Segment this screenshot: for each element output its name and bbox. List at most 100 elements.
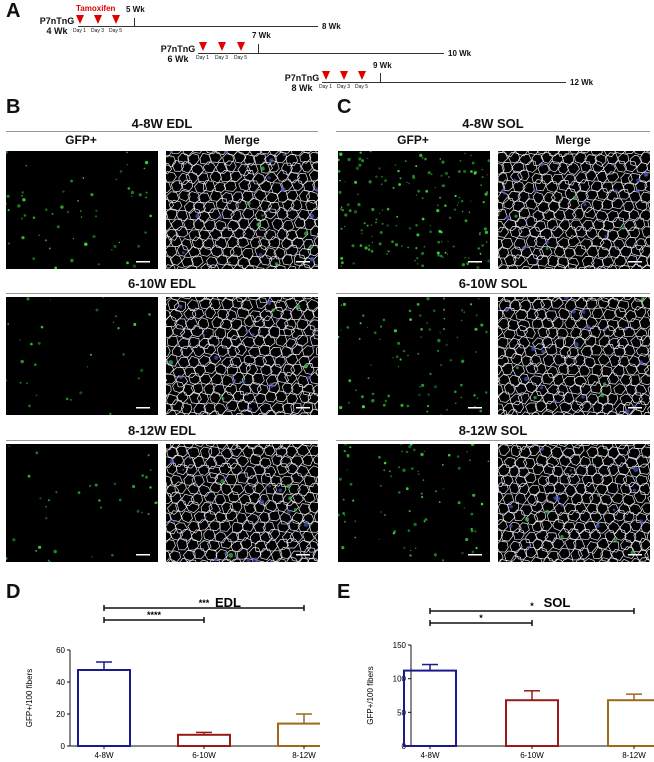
muscle-fiber bbox=[570, 308, 583, 322]
muscle-fiber bbox=[190, 255, 204, 268]
muscle-fiber bbox=[192, 344, 206, 358]
muscle-fiber bbox=[201, 327, 214, 340]
muscle-fiber bbox=[224, 160, 237, 173]
muscle-fiber bbox=[521, 559, 530, 562]
gfp-nucleus bbox=[381, 175, 383, 178]
nucleus bbox=[278, 488, 283, 493]
gfp-nucleus bbox=[77, 491, 81, 494]
divider bbox=[336, 131, 650, 132]
muscle-fiber bbox=[623, 297, 633, 300]
muscle-fiber bbox=[180, 328, 193, 340]
gfp-nucleus bbox=[370, 224, 373, 226]
muscle-fiber bbox=[166, 512, 172, 523]
muscle-fiber bbox=[174, 481, 187, 495]
significance-label: * bbox=[530, 601, 534, 611]
gfp-nucleus bbox=[388, 250, 390, 253]
gfp-nucleus bbox=[460, 396, 462, 399]
muscle-fiber bbox=[167, 502, 180, 515]
nucleus bbox=[303, 522, 309, 527]
muscle-fiber bbox=[215, 254, 229, 266]
micrograph-texture bbox=[6, 445, 158, 562]
muscle-fiber bbox=[200, 502, 213, 514]
gfp-nucleus bbox=[20, 217, 23, 220]
y-tick-label: 0 bbox=[61, 742, 66, 751]
muscle-fiber bbox=[550, 190, 563, 204]
muscle-fiber bbox=[533, 491, 548, 504]
muscle-fiber bbox=[585, 316, 598, 330]
nucleus bbox=[602, 382, 607, 386]
gfp-nucleus bbox=[126, 164, 128, 166]
gfp-nucleus bbox=[379, 338, 381, 340]
muscle-fiber bbox=[242, 392, 256, 404]
muscle-fiber bbox=[282, 531, 295, 544]
muscle-fiber bbox=[166, 345, 171, 358]
muscle-fiber bbox=[285, 244, 299, 257]
muscle-fiber bbox=[289, 307, 303, 320]
timeline-row-1-age: 4 Wk bbox=[46, 26, 68, 36]
muscle-fiber bbox=[291, 343, 303, 355]
muscle-fiber bbox=[286, 207, 299, 221]
gfp-nucleus bbox=[401, 450, 403, 453]
gfp-nucleus bbox=[132, 264, 136, 268]
gfp-nucleus bbox=[143, 167, 146, 170]
nucleus bbox=[270, 560, 273, 562]
muscle-fiber bbox=[515, 308, 529, 321]
gfp-nucleus bbox=[424, 518, 428, 521]
muscle-fiber bbox=[276, 169, 289, 182]
muscle-fiber bbox=[206, 151, 217, 155]
muscle-fiber bbox=[574, 244, 587, 257]
muscle-fiber bbox=[603, 325, 617, 337]
gfp-nucleus bbox=[453, 208, 457, 211]
nucleus bbox=[288, 520, 291, 523]
muscle-fiber bbox=[203, 297, 214, 301]
muscle-fiber bbox=[584, 481, 596, 495]
muscle-fiber bbox=[513, 343, 526, 356]
muscle-fiber bbox=[236, 306, 250, 319]
muscle-fiber bbox=[558, 196, 572, 210]
muscle-fiber bbox=[498, 346, 506, 359]
muscle-fiber bbox=[596, 265, 606, 269]
scale-bar bbox=[136, 261, 150, 263]
muscle-fiber bbox=[283, 325, 296, 337]
gfp-nucleus bbox=[479, 252, 482, 255]
muscle-fiber bbox=[258, 344, 271, 357]
muscle-fiber bbox=[515, 151, 528, 157]
muscle-fiber bbox=[281, 219, 295, 232]
muscle-fiber bbox=[633, 530, 647, 543]
gfp-nucleus bbox=[7, 323, 10, 325]
gfp-nucleus bbox=[25, 165, 27, 167]
gfp-nucleus bbox=[437, 254, 440, 257]
gfp-nucleus bbox=[45, 505, 47, 508]
muscle-fiber bbox=[259, 548, 272, 560]
muscle-fiber bbox=[257, 326, 270, 339]
muscle-fiber bbox=[198, 338, 211, 350]
muscle-fiber bbox=[619, 393, 634, 406]
muscle-fiber bbox=[307, 465, 318, 478]
nucleus bbox=[172, 520, 176, 524]
gfp-nucleus bbox=[396, 215, 399, 218]
nucleus bbox=[234, 555, 237, 558]
muscle-fiber bbox=[199, 539, 212, 553]
nucleus bbox=[182, 251, 185, 254]
scale-bar bbox=[296, 407, 310, 409]
day-label: Day 1 bbox=[73, 28, 87, 34]
gfp-nucleus bbox=[339, 152, 343, 156]
muscle-fiber bbox=[173, 300, 187, 313]
gfp-nucleus bbox=[356, 193, 360, 196]
muscle-fiber bbox=[176, 390, 189, 404]
muscle-fiber bbox=[200, 559, 209, 562]
nucleus bbox=[304, 231, 309, 236]
arrow-icon bbox=[76, 15, 84, 24]
gfp-nucleus bbox=[456, 336, 458, 339]
y-tick-label: 100 bbox=[393, 675, 407, 684]
muscle-fiber bbox=[175, 445, 188, 458]
muscle-fiber bbox=[181, 256, 194, 268]
scale-bar bbox=[468, 407, 482, 409]
muscle-fiber bbox=[559, 345, 572, 359]
muscle-fiber bbox=[183, 366, 197, 378]
muscle-fiber bbox=[166, 315, 178, 328]
nucleus bbox=[583, 203, 587, 207]
gfp-nucleus bbox=[383, 469, 386, 472]
bar bbox=[177, 733, 231, 748]
